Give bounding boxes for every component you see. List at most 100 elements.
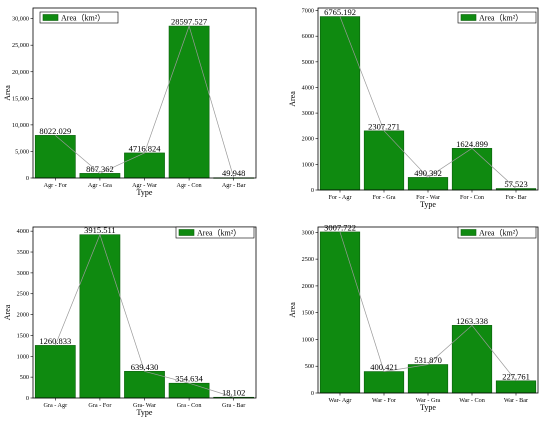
data-label-3: 4716.824 bbox=[129, 143, 162, 153]
data-label-1: 3007.722 bbox=[324, 222, 356, 232]
data-label-4: 1263.338 bbox=[456, 316, 488, 326]
y-tick-label-2: 1000 bbox=[302, 161, 314, 168]
bar-2 bbox=[79, 173, 121, 179]
data-label-5: 227.761 bbox=[502, 371, 530, 381]
bar-3 bbox=[407, 364, 449, 394]
chart-panel-2: 6765.192 2307.271 490.392 1624.899 57.523 0 10… bbox=[288, 7, 539, 209]
y-tick-label-5: 2000 bbox=[302, 283, 314, 290]
y-tick-label-3: 2000 bbox=[302, 136, 314, 143]
chart-panel-3: 1260.833 3915.511 639.430 354.634 18.102 0 500… bbox=[3, 225, 257, 417]
legend-label: Area（km²） bbox=[197, 229, 241, 238]
y-tick-label-2: 5,000 bbox=[15, 148, 29, 155]
data-label-5: 57.523 bbox=[504, 179, 527, 189]
y-tick-label-2: 500 bbox=[20, 374, 29, 381]
legend-box bbox=[457, 11, 537, 24]
x-tick-label-5: War - Bar bbox=[504, 397, 528, 404]
bar-4 bbox=[168, 382, 210, 399]
data-label-5: 18.102 bbox=[222, 388, 245, 398]
connector-line bbox=[55, 24, 235, 178]
y-tick-label-7: 30,000 bbox=[12, 16, 29, 23]
legend-swatch bbox=[178, 229, 195, 236]
x-tick-label-3: Agr - War bbox=[132, 182, 157, 189]
bar-2 bbox=[363, 130, 405, 191]
bar-4 bbox=[451, 148, 493, 191]
bar-3 bbox=[124, 152, 165, 179]
legend-label: Area（km²） bbox=[479, 229, 523, 238]
y-tick-label-9: 4000 bbox=[17, 228, 29, 235]
legend-swatch bbox=[460, 229, 477, 236]
x-tick-label-2: Gra - For bbox=[88, 402, 111, 409]
legend-box bbox=[39, 11, 119, 24]
x-tick-label-5: For- Bar bbox=[505, 194, 526, 201]
data-label-4: 354.634 bbox=[175, 374, 203, 384]
x-tick-label-3: War - Gra bbox=[416, 397, 441, 404]
y-tick-label-7: 3000 bbox=[17, 270, 29, 277]
y-tick-label-7: 3000 bbox=[302, 229, 314, 236]
bar-4 bbox=[168, 25, 210, 179]
bar-2 bbox=[363, 371, 405, 394]
data-label-3: 639.430 bbox=[131, 362, 159, 372]
x-tick-label-1: For - Agr bbox=[328, 194, 351, 201]
connector-line bbox=[339, 231, 517, 382]
y-tick-label-4: 1500 bbox=[17, 332, 29, 339]
chart-panel-1: 8022.029 867.362 4716.824 28597.527 49.948 0 5… bbox=[3, 7, 257, 197]
x-tick-label-4: Gra - Con bbox=[177, 402, 202, 409]
bar-1 bbox=[319, 16, 361, 191]
y-tick-label-4: 3000 bbox=[302, 110, 314, 117]
data-label-5: 49.948 bbox=[222, 168, 245, 178]
x-tick-label-3: Gra- War bbox=[133, 402, 156, 409]
legend-box bbox=[457, 226, 537, 239]
y-tick-label-4: 1500 bbox=[302, 310, 314, 317]
bar-1 bbox=[319, 231, 361, 394]
y-tick-label-4: 15,000 bbox=[12, 95, 29, 102]
y-tick-label-1: 0 bbox=[311, 187, 314, 194]
data-label-3: 531.870 bbox=[414, 355, 442, 365]
x-tick-label-2: For - Gra bbox=[372, 194, 395, 201]
x-tick-label-2: Agr - Gra bbox=[88, 182, 112, 189]
y-tick-label-6: 2500 bbox=[302, 256, 314, 263]
x-axis-title: Type bbox=[420, 403, 436, 412]
y-tick-label-6: 25,000 bbox=[12, 42, 29, 49]
legend: Area（km²） bbox=[175, 226, 255, 239]
legend: Area（km²） bbox=[457, 226, 537, 239]
connector-line bbox=[339, 16, 517, 189]
chart-panel-4: 3007.722 400.421 531.870 1263.338 227.761 0 50… bbox=[288, 222, 539, 412]
x-tick-label-4: Agr - Con bbox=[177, 182, 202, 189]
y-tick-label-5: 2000 bbox=[17, 312, 29, 319]
data-label-1: 1260.833 bbox=[39, 336, 71, 346]
bar-4 bbox=[451, 325, 493, 394]
y-tick-label-8: 3500 bbox=[17, 249, 29, 256]
x-tick-label-4: For - Con bbox=[460, 194, 484, 201]
legend-label: Area（km²） bbox=[479, 14, 523, 23]
x-axis-title: Type bbox=[137, 188, 153, 197]
x-tick-label-3: For - War bbox=[416, 194, 440, 201]
legend: Area（km²） bbox=[39, 11, 119, 24]
y-tick-label-3: 10,000 bbox=[12, 122, 29, 129]
legend-swatch bbox=[460, 14, 477, 21]
data-label-2: 2307.271 bbox=[368, 121, 400, 131]
data-label-2: 400.421 bbox=[370, 362, 398, 372]
bar-5 bbox=[495, 380, 537, 394]
x-tick-label-1: Gra - Agr bbox=[43, 402, 67, 409]
data-label-2: 3915.511 bbox=[84, 225, 116, 235]
x-axis-title: Type bbox=[420, 200, 436, 209]
data-label-4: 28597.527 bbox=[171, 17, 207, 27]
data-label-2: 867.362 bbox=[86, 164, 114, 174]
x-tick-label-5: Gra - Bar bbox=[222, 402, 245, 409]
y-tick-label-2: 500 bbox=[305, 363, 314, 370]
legend-swatch bbox=[42, 14, 59, 21]
y-axis-title: Area bbox=[3, 85, 12, 101]
x-tick-label-1: War- Agr bbox=[329, 397, 352, 404]
data-label-3: 490.392 bbox=[414, 168, 442, 178]
bar-1 bbox=[34, 345, 76, 399]
y-tick-label-3: 1000 bbox=[17, 353, 29, 360]
x-tick-label-1: Agr - For bbox=[44, 182, 67, 189]
y-tick-label-5: 20,000 bbox=[12, 69, 29, 76]
bar-3 bbox=[407, 177, 449, 191]
legend: Area（km²） bbox=[457, 11, 537, 24]
x-tick-label-2: War - For bbox=[372, 397, 396, 404]
y-tick-label-8: 7000 bbox=[302, 8, 314, 15]
y-axis-title: Area bbox=[288, 91, 297, 107]
y-tick-label-1: 0 bbox=[26, 395, 29, 402]
